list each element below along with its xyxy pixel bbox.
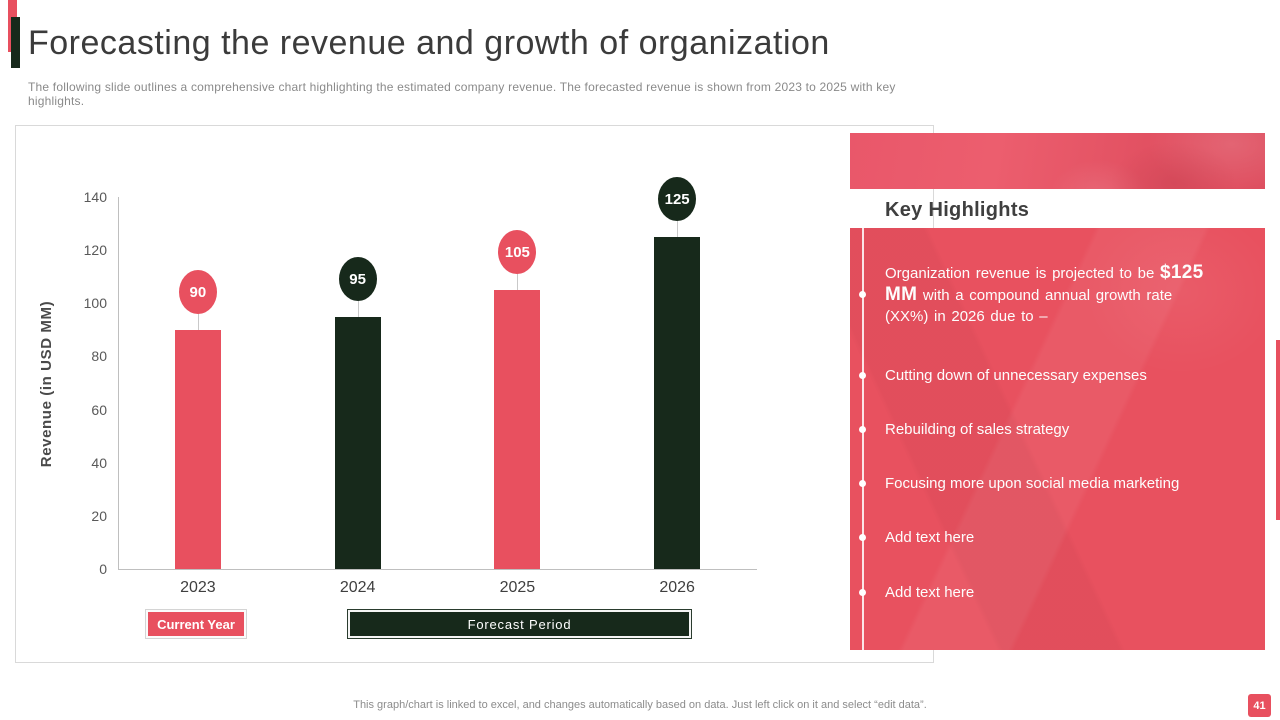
accent-bar-green <box>11 17 20 68</box>
page-title: Forecasting the revenue and growth of or… <box>28 24 830 62</box>
y-axis-tick-label: 100 <box>83 295 107 312</box>
highlights-heading: Key Highlights <box>885 199 1030 221</box>
bullet-text: Add text here <box>885 529 975 546</box>
bullet-item: Rebuilding of sales strategy <box>859 420 1225 440</box>
lead-bullet-item: Organization revenue is projected to be … <box>859 262 1209 327</box>
bar-value-badge: 125 <box>658 177 697 221</box>
y-axis-tick-label: 0 <box>99 561 107 577</box>
legend-current-year: Current Year <box>145 609 247 639</box>
bullet-dot <box>859 426 866 433</box>
lead-bullet-prefix: Organization revenue is projected to be <box>885 265 1160 282</box>
y-axis-tick-label: 140 <box>83 189 107 205</box>
background-image-sliver <box>1276 340 1280 520</box>
y-axis-tick-label: 20 <box>91 507 107 524</box>
legend-forecast-period: Forecast Period <box>347 609 692 639</box>
bullet-item: Focusing more upon social media marketin… <box>859 474 1225 494</box>
bar-label-connector <box>357 297 359 317</box>
bullet-text: Cutting down of unnecessary expenses <box>885 367 1147 384</box>
bar-2025 <box>494 290 541 569</box>
y-axis-tick-label: 80 <box>91 348 107 365</box>
bar-value-badge: 105 <box>498 230 537 274</box>
bar-2026 <box>654 237 701 569</box>
bullet-dot <box>859 534 866 541</box>
bullet-dot <box>859 290 866 298</box>
bullet-dot <box>859 589 866 596</box>
bullet-item: Add text here <box>859 583 1225 603</box>
y-axis-title: Revenue (in USD MM) <box>38 300 55 468</box>
key-highlights-panel: Key Highlights Organization revenue is p… <box>850 133 1265 650</box>
bullet-dot <box>859 372 866 379</box>
bar-label-connector <box>517 270 519 290</box>
lead-bullet-value: $125 MM <box>885 262 1204 305</box>
page-number-badge: 41 <box>1248 694 1271 717</box>
bullet-rail-line <box>862 228 864 650</box>
x-axis-line <box>118 569 757 570</box>
highlights-banner-image <box>850 133 1265 189</box>
bullet-dot <box>859 480 866 487</box>
bullet-text: Rebuilding of sales strategy <box>885 421 1070 438</box>
bar-value-badge: 90 <box>178 270 217 314</box>
y-axis-tick-label: 120 <box>83 242 107 259</box>
bar-2024 <box>334 317 381 569</box>
slide-subtitle: The following slide outlines a comprehen… <box>28 80 896 108</box>
y-axis-line <box>118 197 119 570</box>
x-axis-tick-label: 2026 <box>659 579 695 596</box>
revenue-bar-chart[interactable]: Revenue (in USD MM) 0 20 40 60 80 100 120 140 9… <box>15 125 934 663</box>
bar-label-connector <box>197 310 199 330</box>
bar-value-badge: 95 <box>338 257 377 301</box>
x-axis-tick-label: 2023 <box>180 579 216 596</box>
y-axis-tick-label: 40 <box>91 454 107 471</box>
bullet-item: Cutting down of unnecessary expenses <box>859 366 1225 386</box>
bar-2023 <box>174 330 221 569</box>
footer-note: This graph/chart is linked to excel, and… <box>353 699 927 711</box>
y-axis-tick-label: 60 <box>91 401 107 418</box>
bullet-item: Add text here <box>859 528 1225 548</box>
x-axis-tick-label: 2024 <box>339 579 376 596</box>
bar-label-connector <box>677 217 679 237</box>
bullet-text: Focusing more upon social media marketin… <box>885 475 1180 492</box>
highlights-content-box: Organization revenue is projected to be … <box>850 228 1265 650</box>
x-axis-tick-label: 2025 <box>499 579 536 596</box>
bullet-text: Add text here <box>885 584 975 601</box>
lead-bullet-suffix: with a compound annual growth rate (XX%)… <box>885 287 1173 325</box>
